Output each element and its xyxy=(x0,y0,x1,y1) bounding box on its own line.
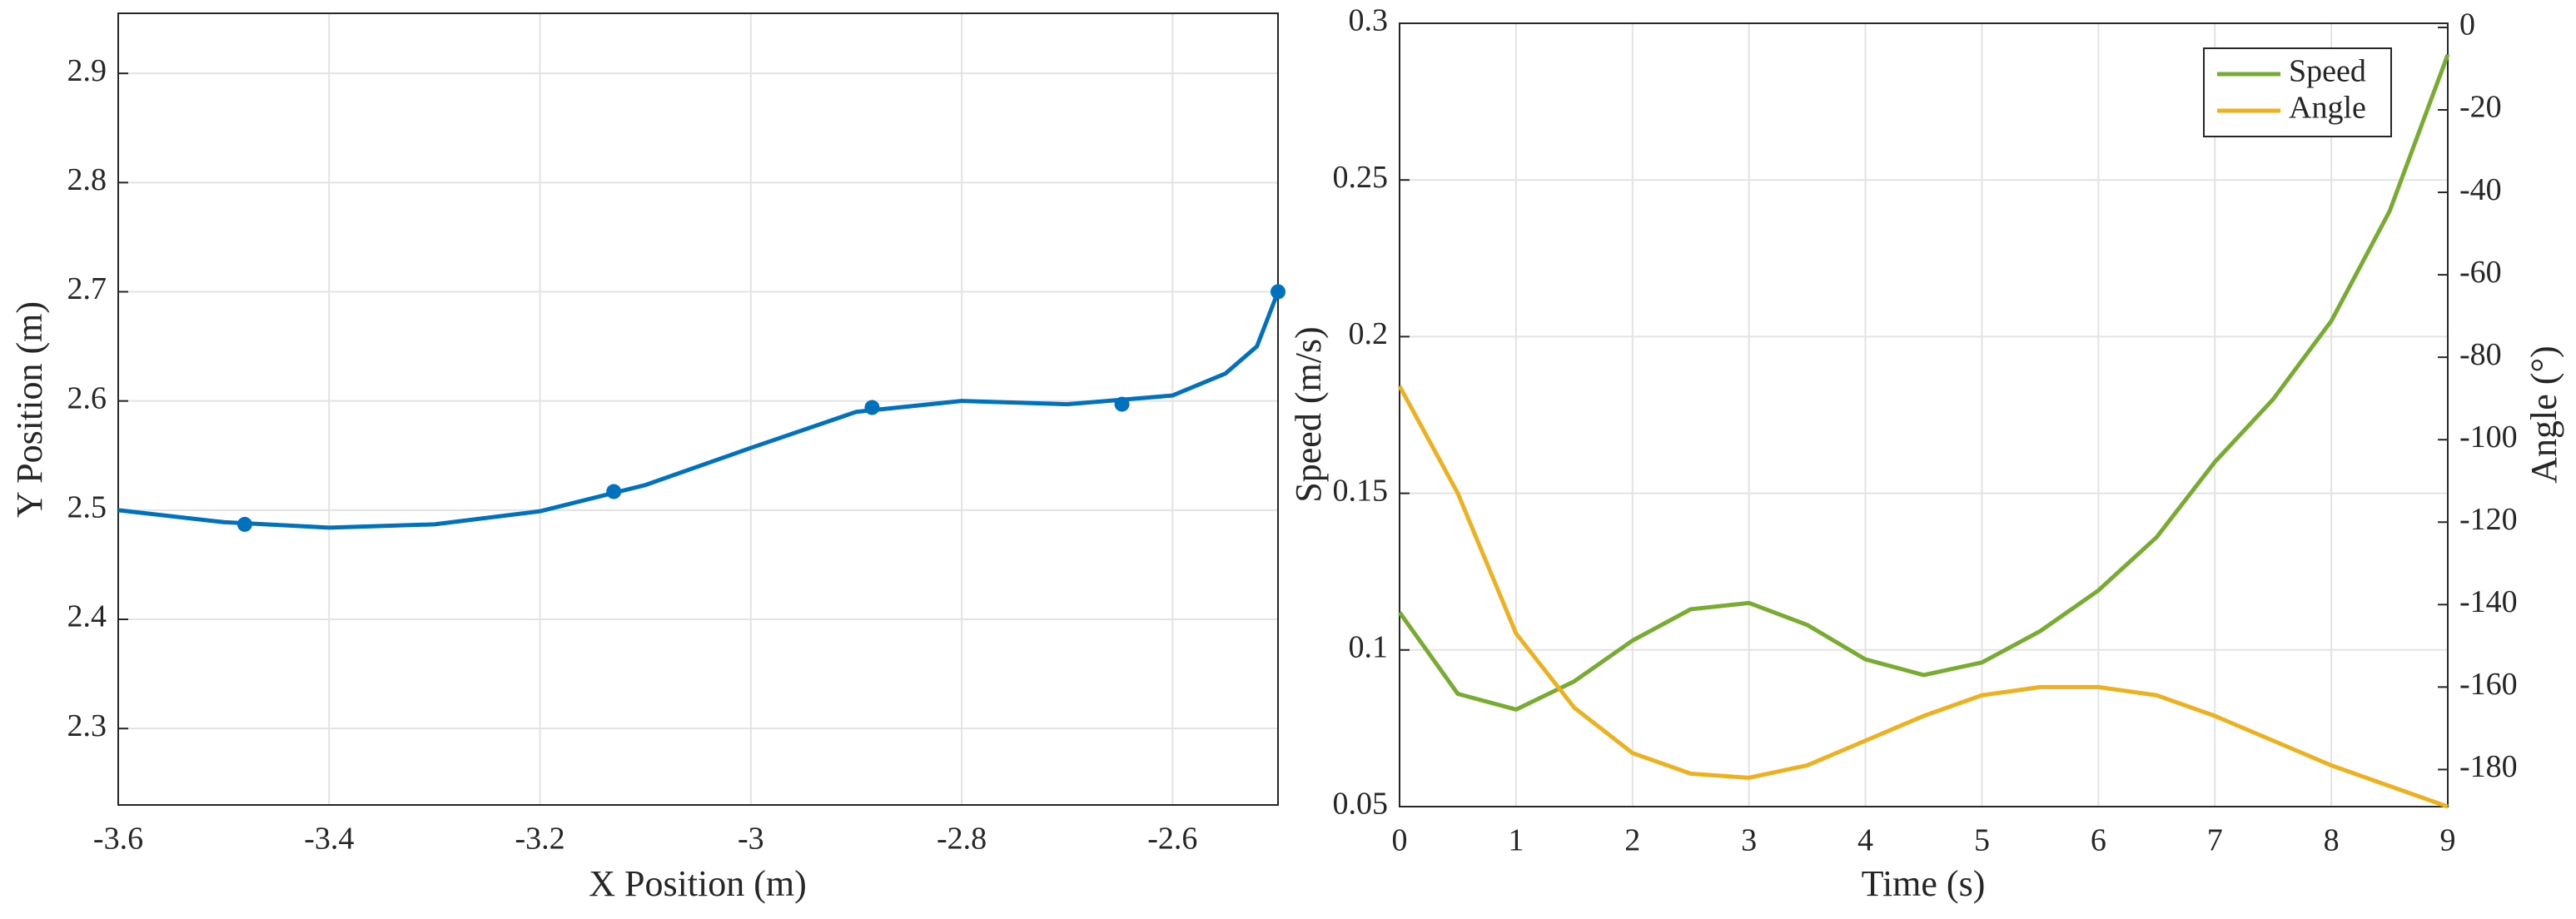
x-tick-label: 9 xyxy=(2440,823,2456,858)
x-tick-label: -3.6 xyxy=(93,822,143,857)
y-tick-label: 0.3 xyxy=(1349,3,1389,38)
x-tick-label: 5 xyxy=(1974,823,1990,858)
y-tick-label: 2.4 xyxy=(67,599,107,634)
y2-tick-label: -140 xyxy=(2459,584,2518,619)
data-line xyxy=(117,291,1281,530)
legend-label: Angle xyxy=(2289,91,2366,126)
x-tick-label: -3 xyxy=(738,822,764,857)
y2-tick-label: -20 xyxy=(2459,90,2502,125)
y-tick-label: 2.8 xyxy=(67,162,107,197)
x-tick-label: 0 xyxy=(1392,823,1408,858)
y2-tick-label: -100 xyxy=(2459,420,2518,455)
x-tick-label: 6 xyxy=(2091,823,2106,858)
y2-tick-label: -180 xyxy=(2459,749,2518,784)
y-tick-label: 0.05 xyxy=(1333,787,1389,822)
axes-frame xyxy=(117,12,1279,806)
legend-box xyxy=(2203,47,2392,137)
x-tick-label: 8 xyxy=(2324,823,2340,858)
waypoint xyxy=(1114,396,1130,412)
x-axis-label: Time (s) xyxy=(1862,863,1986,904)
y2-axis-label: Angle (°) xyxy=(2524,345,2564,483)
y-tick-label: 2.7 xyxy=(67,271,107,306)
y-tick-label: 0.15 xyxy=(1333,473,1389,508)
x-tick-label: 7 xyxy=(2207,823,2223,858)
legend-label: Speed xyxy=(2289,54,2366,89)
y-tick-label: 2.6 xyxy=(67,380,107,415)
data-line xyxy=(1397,385,2449,809)
y-tick-label: 0.1 xyxy=(1349,630,1389,665)
y2-tick-label: -80 xyxy=(2459,337,2502,372)
axes-frame xyxy=(1399,22,2449,807)
x-tick-label: -2.8 xyxy=(937,822,987,857)
y-axis-label: Y Position (m) xyxy=(9,301,50,518)
y2-tick-label: -40 xyxy=(2459,172,2502,207)
waypoint xyxy=(864,400,880,415)
y2-tick-label: 0 xyxy=(2459,7,2475,42)
x-tick-label: -3.2 xyxy=(515,822,564,857)
waypoint xyxy=(236,516,252,532)
x-tick-label: 4 xyxy=(1857,823,1873,858)
y-tick-label: 2.9 xyxy=(67,53,107,88)
y2-tick-label: -160 xyxy=(2459,667,2518,702)
y2-tick-label: -60 xyxy=(2459,255,2502,290)
y-tick-label: 2.5 xyxy=(67,490,107,525)
x-tick-label: -2.6 xyxy=(1147,822,1197,857)
x-tick-label: 3 xyxy=(1741,823,1757,858)
x-tick-label: -3.4 xyxy=(304,822,354,857)
data-line xyxy=(1397,53,2450,712)
y-tick-label: 0.2 xyxy=(1349,316,1389,351)
waypoint xyxy=(606,484,622,499)
x-tick-label: 2 xyxy=(1624,823,1640,858)
y2-tick-label: -120 xyxy=(2459,502,2518,537)
waypoint xyxy=(1271,284,1286,300)
y-tick-label: 2.3 xyxy=(67,708,107,743)
y-axis-label: Speed (m/s) xyxy=(1288,326,1329,502)
x-axis-label: X Position (m) xyxy=(589,863,807,904)
x-tick-label: 1 xyxy=(1508,823,1524,858)
y-tick-label: 0.25 xyxy=(1333,160,1389,195)
